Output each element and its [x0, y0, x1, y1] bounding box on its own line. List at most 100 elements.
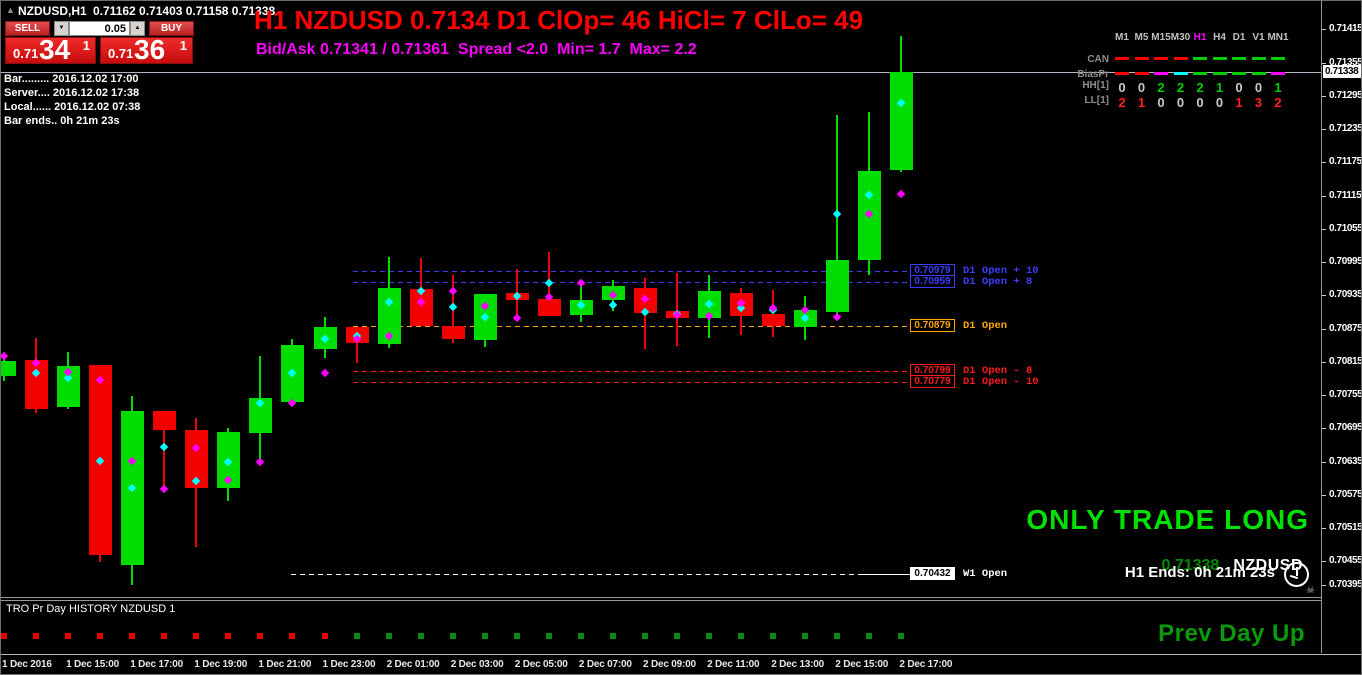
candle-body — [762, 313, 786, 326]
tf-value: 0 — [1118, 80, 1126, 95]
tf-value: 2 — [1274, 95, 1282, 110]
marker-magenta-icon — [160, 484, 169, 494]
time-axis-label: 1 Dec 15:00 — [66, 659, 119, 670]
tf-value: 2 — [1118, 95, 1126, 110]
marker-cyan-icon — [160, 442, 169, 452]
candle-body — [25, 360, 49, 410]
buy-button[interactable]: BUY — [149, 21, 194, 36]
candle-body — [409, 288, 433, 326]
overlay-price: 0.71338 — [1161, 557, 1220, 574]
marker-magenta-icon — [512, 313, 522, 323]
prev-day-square — [353, 633, 360, 639]
prev-day-square — [481, 633, 488, 639]
price-tick-label: 0.71115 — [1329, 190, 1362, 201]
prev-day-square — [770, 633, 777, 639]
prev-day-square — [642, 633, 648, 639]
buy-price-button[interactable]: 0.71 36 1 — [100, 34, 193, 65]
sell-price-sup: 1 — [82, 38, 90, 53]
tf-value: 1 — [1235, 95, 1243, 110]
prev-day-square — [513, 633, 520, 639]
tf-dash-icon — [1173, 72, 1188, 75]
chart-title-ohlc: 0.71162 0.71403 0.71158 0.71338 — [93, 4, 276, 18]
candle-body — [1, 361, 16, 377]
tf-dash-icon — [1271, 57, 1285, 60]
prev-day-square — [97, 633, 104, 639]
level-price-tag: 0.70432 — [910, 567, 955, 580]
price-tick-label: 0.70995 — [1329, 256, 1362, 267]
tf-dash-icon — [1134, 57, 1149, 60]
info-line-bar: Bar......... 2016.12.02 17:00 — [4, 73, 139, 85]
prev-day-square — [898, 633, 905, 639]
time-axis-label: 2 Dec 17:00 — [899, 659, 953, 670]
price-tick-label: 0.70755 — [1329, 389, 1362, 400]
tf-dash-icon — [1154, 72, 1168, 75]
candle-body — [153, 410, 177, 431]
time-axis-label: 2 Dec 03:00 — [450, 659, 504, 670]
tf-label-V1: V1 — [1252, 32, 1265, 43]
prev-day-square — [193, 633, 200, 639]
volume-increase-button[interactable]: ▲ — [130, 21, 145, 36]
level-line — [353, 282, 910, 283]
prev-day-square — [706, 633, 713, 639]
price-tick-mark — [1322, 196, 1326, 197]
tf-label-M5: M5 — [1134, 32, 1149, 43]
trade-direction-text: ONLY TRADE LONG — [1026, 504, 1309, 535]
header-title: H1 NZDUSD 0.7134 D1 ClOp= 46 HiCl= 7 ClL… — [254, 5, 864, 35]
time-axis-label: 2 Dec 05:00 — [514, 659, 568, 670]
price-tick-label: 0.71235 — [1329, 123, 1362, 134]
marker-cyan-icon — [833, 209, 842, 219]
prev-day-square — [738, 633, 745, 639]
marker-cyan-icon — [544, 278, 554, 287]
sell-price-button[interactable]: 0.71 34 1 — [5, 34, 96, 65]
level-label: D1 Open - 10 — [963, 376, 1039, 388]
time-axis-label: 1 Dec 17:00 — [130, 659, 184, 670]
candle-body — [185, 430, 209, 489]
tf-row-label: HH[1] — [1082, 80, 1109, 91]
tf-label-D1: D1 — [1232, 32, 1246, 43]
level-line — [353, 326, 910, 327]
bar-countdown-text: H1 Ends: 0h 21m 23s — [1124, 564, 1275, 581]
chart-plot-area: 0.70979 D1 Open + 10 0.70959 D1 Open + 8 0.7… — [1, 1, 1321, 653]
tf-dash-icon — [1115, 72, 1129, 75]
candle-body — [826, 260, 850, 312]
price-tick-label: 0.70695 — [1329, 422, 1362, 433]
prev-day-square — [161, 633, 168, 639]
level-line — [353, 271, 910, 272]
collapse-arrow-icon[interactable]: ▲ — [6, 5, 15, 15]
sell-button[interactable]: SELL — [5, 21, 50, 36]
price-tick-mark — [1322, 561, 1326, 562]
tf-value: 0 — [1196, 95, 1204, 110]
prev-day-square — [1, 633, 7, 639]
marker-magenta-icon — [448, 286, 457, 296]
marker-magenta-icon — [1, 351, 9, 361]
volume-input[interactable] — [69, 21, 130, 36]
time-axis-label: 2 Dec 07:00 — [578, 659, 632, 670]
info-line-local: Local...... 2016.12.02 07:38 — [4, 101, 141, 113]
volume-decrease-button[interactable]: ▼ — [54, 21, 69, 36]
price-tick-label: 0.70575 — [1329, 489, 1362, 500]
buy-price-prefix: 0.71 — [108, 46, 134, 61]
time-axis-label: 2 Dec 09:00 — [643, 659, 696, 670]
tf-value: 1 — [1274, 80, 1282, 95]
time-axis-label: 1 Dec 23:00 — [322, 659, 376, 670]
prev-day-square — [802, 633, 809, 639]
price-tick-label: 0.70935 — [1329, 289, 1362, 300]
price-tick-mark — [1322, 262, 1326, 263]
price-tick-label: 0.70515 — [1329, 522, 1362, 533]
sell-price-prefix: 0.71 — [13, 46, 39, 61]
level-label: D1 Open — [963, 320, 1008, 332]
tf-dash-icon — [1251, 72, 1266, 75]
time-axis-label: 2 Dec 15:00 — [835, 659, 889, 670]
level-line-w1 — [291, 574, 861, 575]
prev-day-square — [866, 633, 873, 639]
marker-magenta-icon — [576, 278, 586, 287]
tf-value: 1 — [1137, 95, 1146, 110]
sell-price-big: 34 — [39, 34, 71, 65]
price-tick-label: 0.71355 — [1329, 57, 1362, 68]
tf-value: 0 — [1215, 95, 1224, 110]
price-tick-label: 0.70875 — [1329, 323, 1362, 334]
prev-day-square — [449, 633, 456, 639]
tf-value: 0 — [1157, 95, 1165, 110]
price-tick-mark — [1322, 63, 1326, 64]
